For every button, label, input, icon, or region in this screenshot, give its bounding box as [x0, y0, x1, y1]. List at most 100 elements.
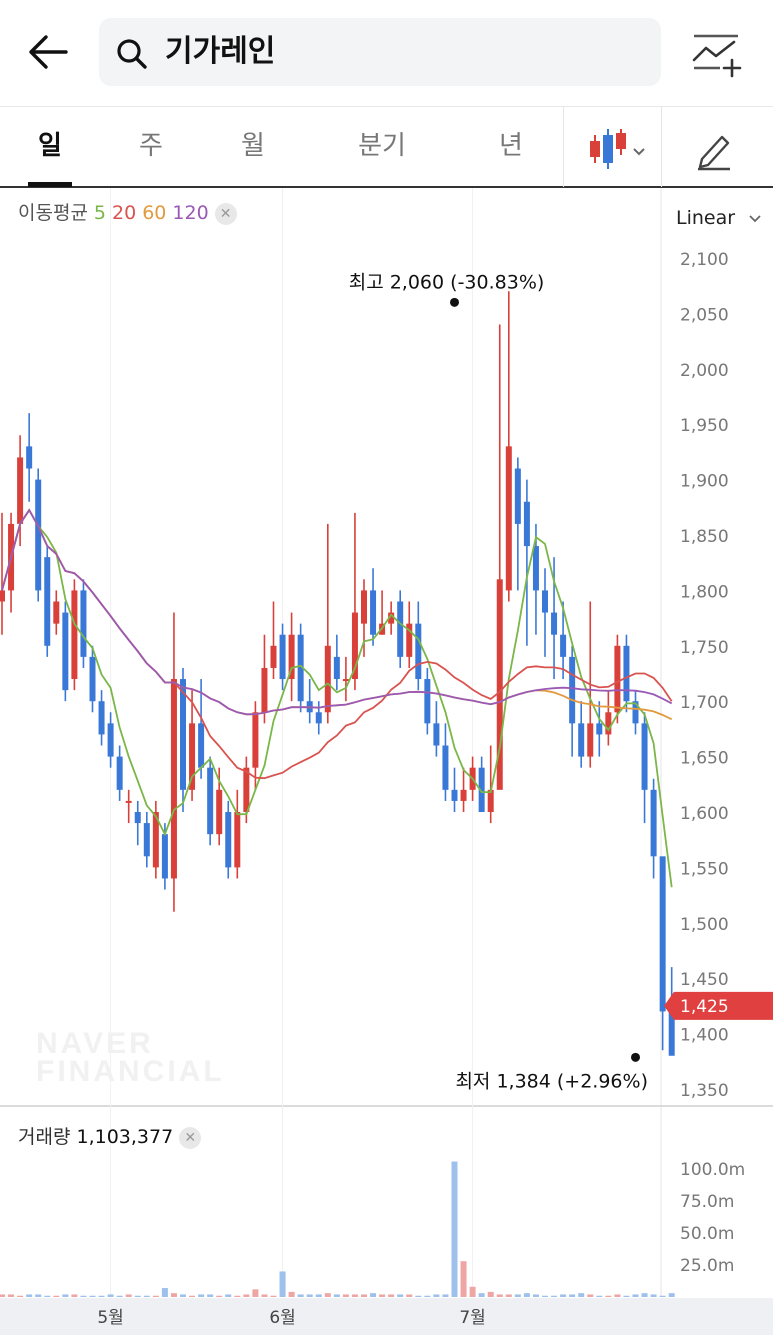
candle-body: [487, 789, 494, 812]
volume-bar: [342, 1294, 349, 1297]
search-box[interactable]: 기가레인: [99, 18, 661, 86]
volume-bar: [641, 1293, 648, 1297]
volume-bar: [279, 1271, 286, 1297]
candle-body: [569, 656, 576, 724]
ma-legend: 이동평균 5 20 60 120 ✕: [18, 200, 243, 226]
volume-bar: [379, 1294, 386, 1297]
volume-bar: [306, 1294, 313, 1297]
volume-bar: [388, 1294, 395, 1297]
volume-bar: [35, 1294, 42, 1297]
volume-bar: [243, 1294, 250, 1297]
tab-quarter[interactable]: 분기: [358, 131, 406, 161]
volume-bar: [71, 1294, 78, 1297]
tab-week[interactable]: 주: [139, 131, 163, 161]
volume-bar: [252, 1289, 259, 1297]
volume-bar: [8, 1294, 15, 1297]
volume-tick-label: 100.0m: [680, 1160, 745, 1180]
volume-bar: [487, 1291, 494, 1297]
volume-bar: [361, 1294, 367, 1297]
volume-bar: [189, 1295, 196, 1297]
candle-body: [406, 623, 413, 657]
moving-average-lines: [1, 508, 673, 888]
volume-bar: [17, 1295, 24, 1297]
candle-body: [270, 645, 277, 668]
candle-body: [161, 834, 168, 879]
price-tick-label: 1,700: [680, 693, 729, 713]
scale-select[interactable]: Linear: [676, 207, 763, 229]
candle-body: [143, 823, 150, 857]
volume-bars: [0, 1161, 675, 1297]
close-icon[interactable]: ✕: [214, 202, 237, 225]
price-tick-label: 1,400: [680, 1026, 729, 1046]
volume-bar: [107, 1294, 114, 1297]
price-tick-label: 2,000: [680, 361, 729, 381]
candle-body: [261, 667, 268, 713]
volume-bar: [89, 1295, 96, 1297]
volume-bar: [532, 1294, 539, 1297]
low-marker: [631, 1052, 640, 1062]
tab-day[interactable]: 일: [10, 107, 90, 187]
tab-divider: [661, 107, 662, 187]
date-tick-label: 7월: [459, 1308, 485, 1328]
candle-body: [596, 723, 603, 735]
tab-year[interactable]: 년: [499, 131, 523, 161]
candle-body: [415, 623, 422, 680]
price-tick-label: 1,950: [680, 416, 729, 436]
candle-body: [532, 546, 539, 591]
close-icon[interactable]: ✕: [179, 1126, 202, 1149]
volume-bar: [523, 1293, 530, 1297]
price-tick-label: 1,900: [680, 472, 729, 492]
candle-body: [288, 634, 295, 680]
price-chart[interactable]: NAVER FINANCIAL 2,100 2,050 2,000 1,950 1,90…: [0, 188, 773, 1335]
pencil-icon: [698, 135, 730, 171]
volume-bar: [659, 1295, 666, 1297]
current-price-label: 1,425: [680, 997, 729, 1017]
candle-body: [53, 601, 60, 624]
candle-body: [170, 679, 177, 879]
price-tick-label: 1,750: [680, 638, 729, 658]
volume-bar: [288, 1291, 295, 1297]
volume-bar: [26, 1294, 33, 1297]
volume-bar: [505, 1294, 512, 1297]
volume-axis: 100.0m 75.0m 50.0m 25.0m: [680, 1160, 745, 1276]
volume-bar: [225, 1294, 232, 1297]
candle-body: [614, 645, 621, 713]
volume-bar: [542, 1295, 548, 1297]
candle-body: [216, 789, 223, 835]
candle-body: [324, 645, 331, 713]
volume-bar: [433, 1294, 440, 1297]
volume-bar: [478, 1293, 485, 1297]
price-tick-label: 1,350: [680, 1081, 729, 1101]
chevron-down-icon: [749, 214, 761, 222]
tab-month[interactable]: 월: [241, 131, 265, 161]
candle-body: [152, 812, 159, 868]
scale-label: Linear: [676, 207, 736, 229]
candle-body: [17, 457, 24, 524]
ma120-line: [1, 508, 673, 716]
date-axis-bg: [0, 1298, 773, 1335]
candle-body: [397, 601, 404, 657]
chart-type-button[interactable]: [586, 125, 652, 171]
candle-body: [207, 767, 214, 835]
compare-chart-button[interactable]: [690, 30, 744, 78]
draw-button[interactable]: [694, 127, 734, 171]
candle-body: [605, 712, 612, 735]
chart-add-icon: [692, 34, 742, 78]
price-tick-label: 1,550: [680, 859, 729, 879]
candle-body: [116, 756, 123, 790]
volume-bar: [460, 1261, 467, 1297]
candle-body: [333, 656, 340, 680]
candle-body: [0, 590, 5, 602]
volume-tick-label: 50.0m: [680, 1224, 734, 1244]
candle-body: [98, 701, 105, 735]
back-button[interactable]: [22, 28, 74, 76]
low-annotation-text: 최저 1,384 (+2.96%): [455, 1070, 648, 1092]
volume-bar: [0, 1294, 5, 1297]
volume-bar: [496, 1294, 503, 1297]
price-axis: 2,100 2,050 2,000 1,950 1,900 1,850 1,800 1,750…: [680, 250, 729, 1101]
price-tick-label: 1,600: [680, 804, 729, 824]
price-tick-label: 1,450: [680, 970, 729, 990]
volume-bar: [406, 1294, 413, 1297]
candle-body: [71, 590, 78, 680]
candle-body: [351, 612, 358, 680]
